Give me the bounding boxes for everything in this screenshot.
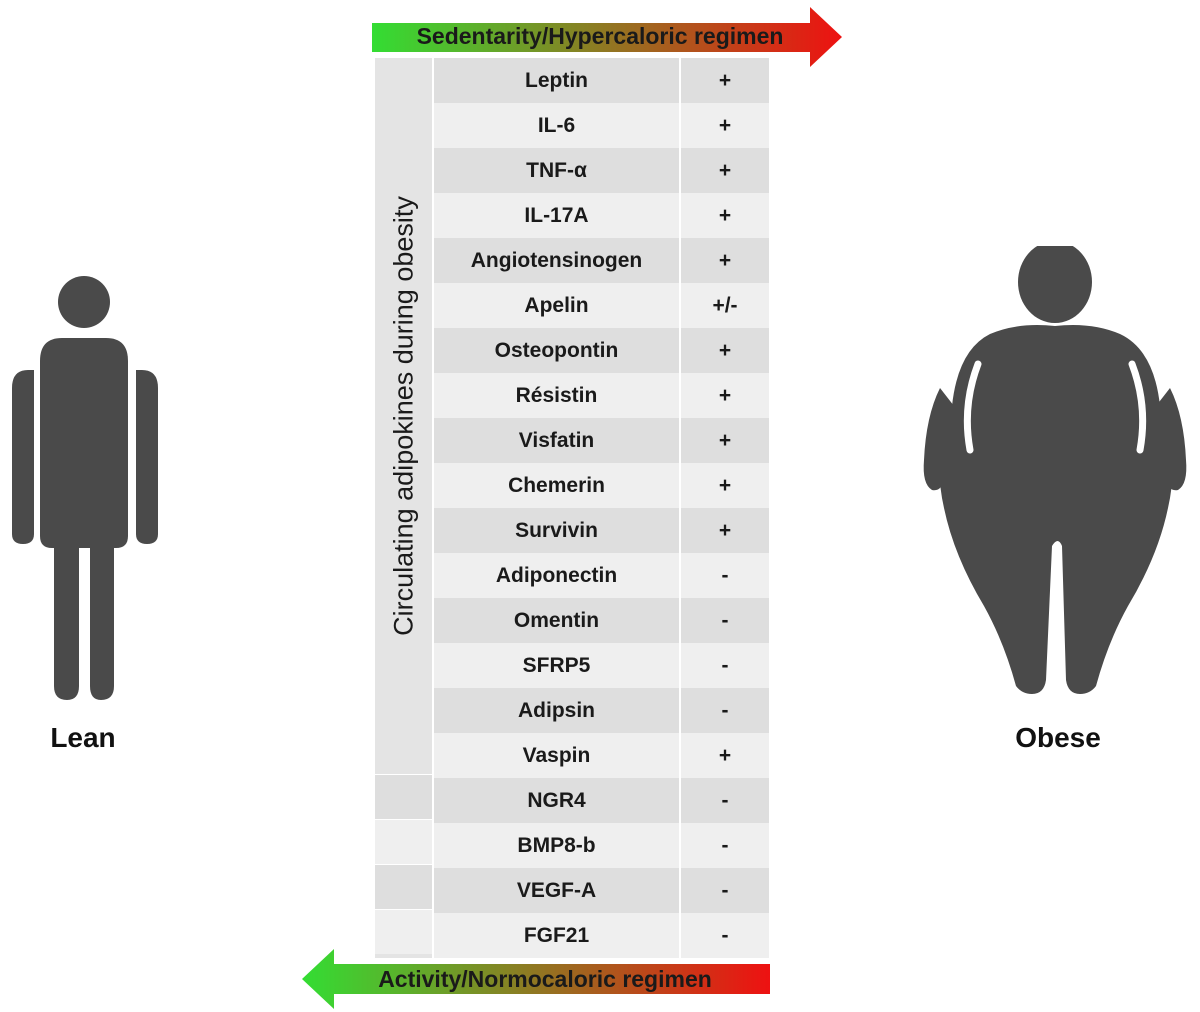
adipokine-sign: - [681,553,769,598]
adipokine-sign: + [681,463,769,508]
adipokine-sign: + [681,193,769,238]
table-row: IL-17A + [434,193,769,238]
table-row: Vaspin + [434,733,769,778]
adipokine-sign: + [681,418,769,463]
table-row: TNF-α + [434,148,769,193]
table-row: Angiotensinogen + [434,238,769,283]
table-row: Apelin +/- [434,283,769,328]
adipokine-name: Angiotensinogen [434,238,679,283]
adipokine-name: Omentin [434,598,679,643]
table-row: Omentin - [434,598,769,643]
adipokine-sign: + [681,373,769,418]
adipokine-sign: +/- [681,283,769,328]
adipokine-sign: + [681,238,769,283]
adipokine-name: Visfatin [434,418,679,463]
adipokine-sign: + [681,733,769,778]
lean-person-icon [12,276,158,700]
table-row: Visfatin + [434,418,769,463]
adipokine-sign: - [681,778,769,823]
side-column-lower [375,774,432,954]
adipokine-name: TNF-α [434,148,679,193]
bottom-gradient-arrow [302,949,770,1009]
adipokine-name: FGF21 [434,913,679,958]
table-row: SFRP5- [434,643,769,688]
adipokine-name: Vaspin [434,733,679,778]
adipokine-sign: + [681,328,769,373]
adipokine-name: IL-17A [434,193,679,238]
adipokine-sign: - [681,688,769,733]
side-label-text: Circulating adipokines during obesity [388,196,418,636]
adipokine-sign: + [681,103,769,148]
table-row: VEGF-A - [434,868,769,913]
adipokine-sign: - [681,823,769,868]
side-column-cell [375,864,432,909]
table-row: Chemerin + [434,463,769,508]
adipokine-sign: - [681,868,769,913]
adipokine-name: Chemerin [434,463,679,508]
table-row: Leptin + [434,58,769,103]
adipokine-sign: + [681,508,769,553]
table-row: Résistin + [434,373,769,418]
adipokine-sign: - [681,913,769,958]
adipokine-sign: + [681,148,769,193]
adipokine-name: Adipsin [434,688,679,733]
side-column: Circulating adipokines during obesity [375,58,432,958]
bottom-arrow-label: Activity/Normocaloric regimen [378,966,712,992]
table-row: Adipsin - [434,688,769,733]
adipokine-name: Leptin [434,58,679,103]
table-row: FGF21- [434,913,769,958]
table-row: NGR4- [434,778,769,823]
adipokine-name: VEGF-A [434,868,679,913]
adipokine-name: IL-6 [434,103,679,148]
adipokine-sign: - [681,598,769,643]
adipokine-name: Apelin [434,283,679,328]
adipokine-sign: + [681,58,769,103]
adipokine-name: BMP8-b [434,823,679,868]
table-row: Adiponectin - [434,553,769,598]
table-row: Osteopontin + [434,328,769,373]
top-gradient-arrow [372,7,842,67]
side-column-cell [375,819,432,864]
obese-label: Obese [1015,722,1101,753]
adipokine-name: Survivin [434,508,679,553]
adipokine-name: SFRP5 [434,643,679,688]
adipokine-name: Résistin [434,373,679,418]
lean-label: Lean [50,722,116,753]
adipokine-name: Osteopontin [434,328,679,373]
table-row: IL-6 + [434,103,769,148]
top-arrow-label: Sedentarity/Hypercaloric regimen [416,23,784,49]
side-column-cell [375,774,432,819]
table-row: Survivin + [434,508,769,553]
side-label: Circulating adipokines during obesity [375,58,432,774]
adipokine-name: Adiponectin [434,553,679,598]
table-rows: Leptin + IL-6 + TNF-α + IL-17A + Angiotensinogen… [434,58,769,958]
adipokine-sign: - [681,643,769,688]
obese-person-icon [923,246,1187,694]
side-column-cell [375,909,432,954]
table-row: BMP8-b - [434,823,769,868]
adipokine-name: NGR4 [434,778,679,823]
